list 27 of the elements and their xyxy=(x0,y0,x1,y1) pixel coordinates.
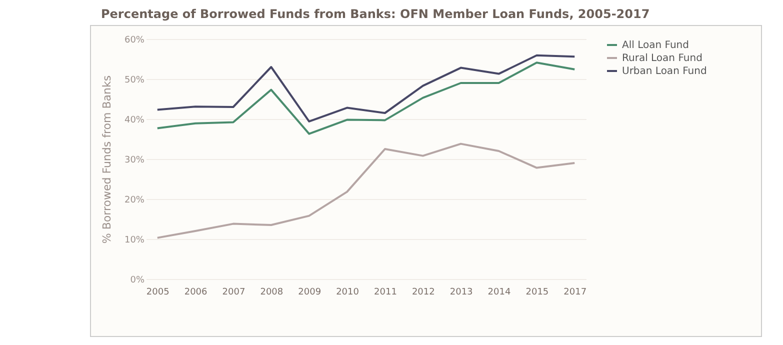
x-tick-label: 2010 xyxy=(336,288,360,298)
x-tick-label: 2011 xyxy=(374,288,397,298)
y-tick-label: 10% xyxy=(124,236,145,246)
x-tick-label: 2005 xyxy=(146,288,170,298)
line-series xyxy=(156,142,576,239)
y-tick-label: 30% xyxy=(124,156,145,166)
chart-title: Percentage of Borrowed Funds from Banks: OFN Member Loan Funds, 2005-2017 xyxy=(100,7,650,21)
line-series xyxy=(156,62,576,135)
x-tick-label: 2017 xyxy=(564,288,587,298)
legend-label: Rural Loan Fund xyxy=(622,53,702,64)
x-tick-label: 2008 xyxy=(260,288,284,298)
x-tick-label: 2013 xyxy=(450,288,473,298)
x-tick-label: 2009 xyxy=(298,288,322,298)
y-tick-label: 60% xyxy=(124,36,145,46)
y-tick-label: 50% xyxy=(124,76,145,86)
y-tick-label: 20% xyxy=(124,196,145,206)
x-tick-label: 2012 xyxy=(412,288,435,298)
x-tick-label: 2007 xyxy=(222,288,246,298)
x-tick-label: 2014 xyxy=(488,288,511,298)
x-tick-label: 2006 xyxy=(184,288,208,298)
y-axis-title: % Borrowed Funds from Banks xyxy=(100,75,114,244)
legend-label: All Loan Fund xyxy=(622,40,689,51)
line-series xyxy=(156,54,576,122)
legend-label: Urban Loan Fund xyxy=(622,66,707,77)
y-tick-label: 0% xyxy=(130,276,145,286)
x-tick-label: 2015 xyxy=(526,288,549,298)
y-tick-label: 40% xyxy=(124,116,145,126)
